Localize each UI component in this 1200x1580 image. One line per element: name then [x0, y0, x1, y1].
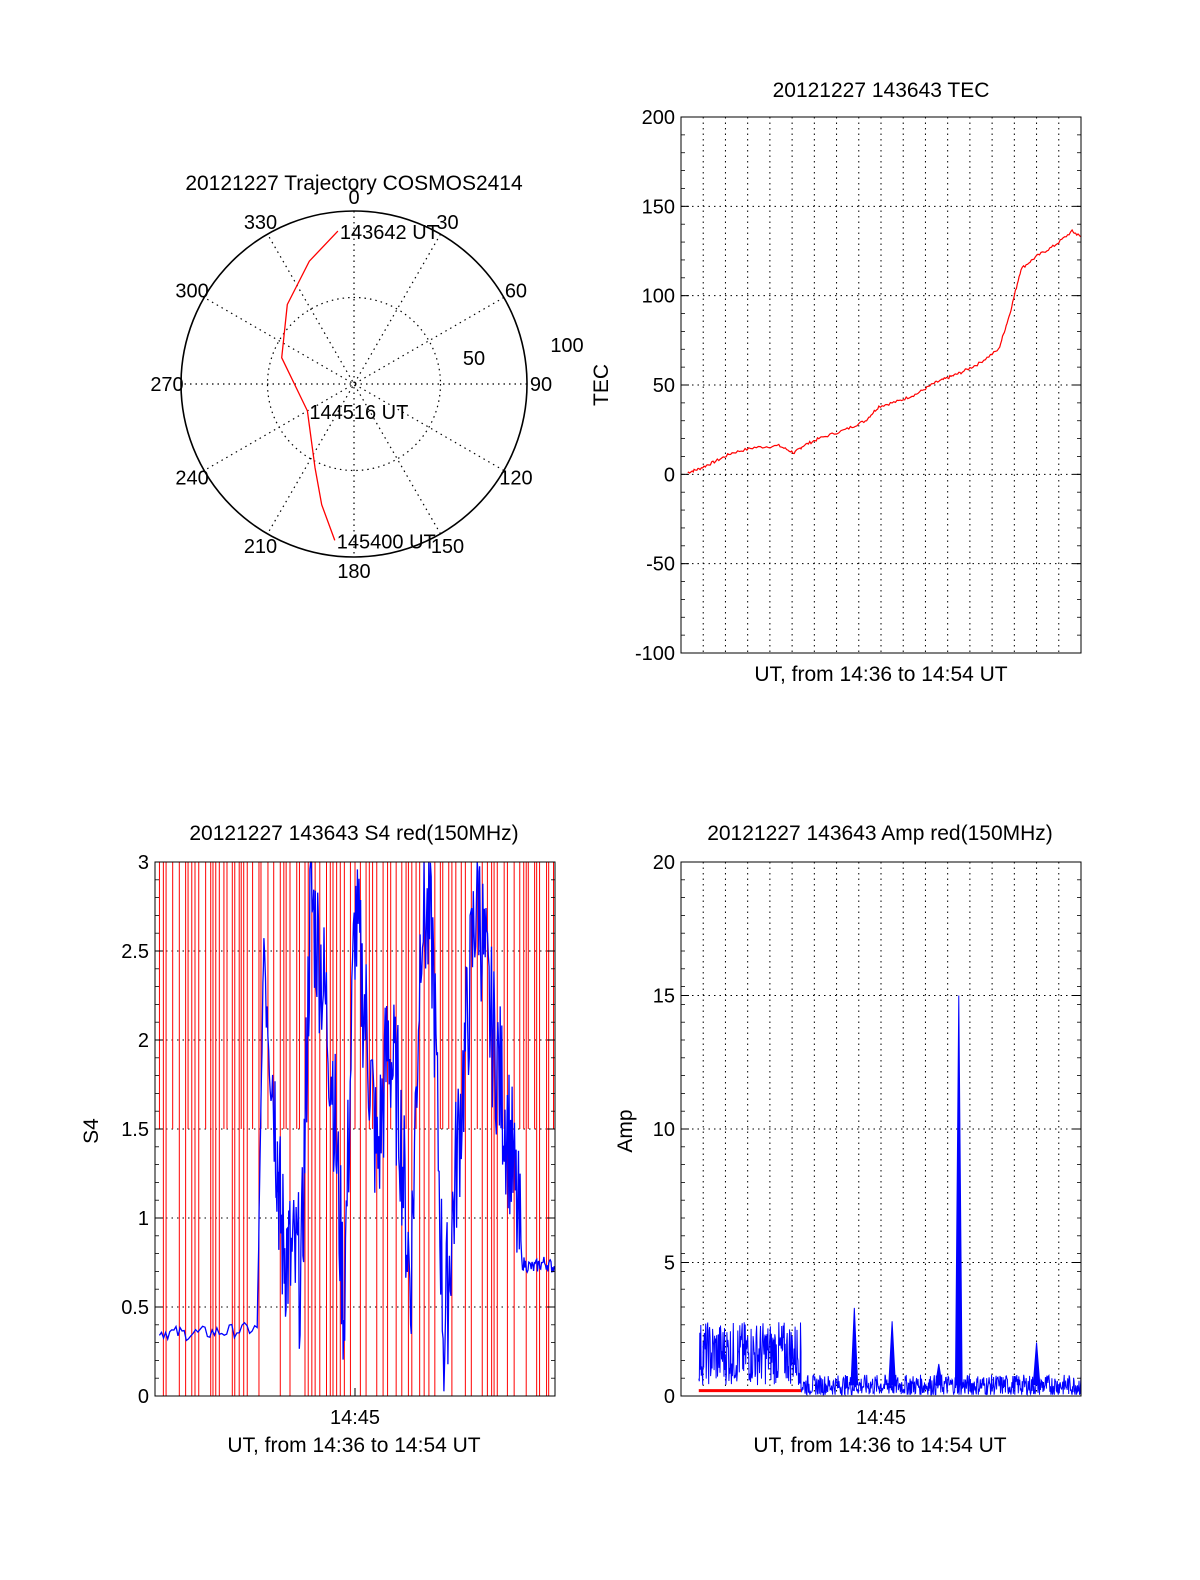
amp-grid [681, 862, 1081, 1396]
s4-y-ticks: 3 2.5 2 1.5 1 0.5 0 [121, 852, 555, 1408]
trajectory-labels: 143642 UT 144516 UT 145400 UT [309, 222, 439, 553]
polar-angle-label: 0 [348, 187, 359, 209]
s4-x-tick-label: 14:45 [330, 1407, 380, 1429]
s4-red-series [158, 862, 555, 1396]
amp-xlabel: UT, from 14:36 to 14:54 UT [753, 1434, 1006, 1457]
trajectory-time-label: 144516 UT [309, 402, 408, 424]
y-tick-label: 2 [138, 1030, 149, 1052]
polar-angle-label: 150 [431, 536, 464, 558]
polar-grid [181, 211, 527, 557]
trajectory-time-label: 145400 UT [337, 531, 436, 553]
s4-title: 20121227 143643 S4 red(150MHz) [189, 822, 518, 845]
tec-frame [680, 116, 1082, 654]
tec-plot: 20121227 143643 TEC 200150100500-50-100 … [590, 79, 1082, 686]
y-tick-label: 1.5 [121, 1119, 149, 1141]
amp-blue-series-line [698, 1322, 1082, 1397]
y-tick-label: 1 [138, 1208, 149, 1230]
polar-spoke [266, 233, 442, 535]
polar-angle-label: 90 [530, 374, 552, 396]
y-tick-label: 15 [653, 986, 675, 1008]
s4-blue-series-line [158, 861, 555, 1392]
amp-spike [1032, 1342, 1041, 1386]
polar-spoke [266, 233, 442, 535]
polar-angle-ticks: 0 30 60 90 120 150 180 210 240 270 300 330 [150, 187, 552, 583]
amp-spikes [850, 995, 1041, 1386]
polar-plot: 20121227 Trajectory COSMOS2414 0 30 60 90 12… [150, 172, 583, 583]
y-tick-label: 200 [642, 107, 675, 129]
polar-angle-label: 210 [244, 536, 277, 558]
polar-radius-label-100: 100 [550, 335, 583, 357]
polar-title: 20121227 Trajectory COSMOS2414 [185, 172, 523, 195]
y-tick-label: 0.5 [121, 1297, 149, 1319]
y-tick-label: 3 [138, 852, 149, 874]
polar-angle-label: 330 [244, 212, 277, 234]
polar-angle-label: 30 [436, 212, 458, 234]
y-tick-label: 0 [664, 464, 675, 486]
amp-title: 20121227 143643 Amp red(150MHz) [707, 822, 1053, 845]
polar-angle-label: 270 [150, 374, 183, 396]
y-tick-label: 5 [664, 1253, 675, 1275]
amp-spike [934, 1363, 943, 1386]
tec-y-ticks: 200 150 100 50 0 -50 -100 [635, 107, 1081, 665]
s4-xlabel: UT, from 14:36 to 14:54 UT [227, 1434, 480, 1457]
tec-xlabel: UT, from 14:36 to 14:54 UT [754, 663, 1007, 686]
polar-spoke [203, 296, 505, 472]
tec-ylabel: TEC [590, 364, 613, 406]
amp-spike [954, 995, 963, 1386]
polar-spoke [203, 296, 505, 472]
y-tick-label: 10 [653, 1119, 675, 1141]
tec-series-line [687, 228, 1082, 474]
amp-frame [680, 861, 1082, 1397]
s4-grid [155, 950, 555, 1308]
y-tick-label: 50 [653, 375, 675, 397]
polar-radius-label-50: 50 [463, 348, 485, 370]
amp-spike [850, 1307, 859, 1386]
tec-grid [681, 117, 1081, 653]
amp-x-tick-label: 14:45 [856, 1407, 906, 1429]
s4-ylabel: S4 [80, 1118, 103, 1144]
trajectory-line [281, 230, 339, 541]
y-tick-label: 0 [664, 1386, 675, 1408]
polar-angle-label: 60 [505, 281, 527, 303]
amp-spike [888, 1321, 896, 1386]
y-tick-label: 0 [138, 1386, 149, 1408]
polar-angle-label: 240 [175, 468, 208, 490]
amp-ylabel: Amp [614, 1109, 637, 1152]
polar-angle-label: 300 [175, 281, 208, 303]
amp-y-ticks: 20 15 10 5 0 [653, 852, 1081, 1408]
polar-ring-50 [266, 296, 442, 472]
y-tick-label: 150 [642, 196, 675, 218]
polar-angle-label: 120 [499, 468, 532, 490]
polar-angle-label: 180 [337, 561, 370, 583]
polar-outer-circle [180, 210, 528, 558]
trajectory-time-label: 143642 UT [340, 222, 439, 244]
y-tick-label: -100 [635, 643, 675, 665]
y-tick-label: 20 [653, 852, 675, 874]
s4-plot: 20121227 143643 S4 red(150MHz) 3 2.5 2 1.5 1… [80, 822, 556, 1457]
y-tick-label: 100 [642, 286, 675, 308]
y-tick-label: -50 [646, 554, 675, 576]
y-tick-label: 2.5 [121, 941, 149, 963]
tec-title: 20121227 143643 TEC [773, 79, 990, 102]
amp-plot: 20121227 143643 Amp red(150MHz) 20 15 10 5 0… [614, 822, 1082, 1457]
